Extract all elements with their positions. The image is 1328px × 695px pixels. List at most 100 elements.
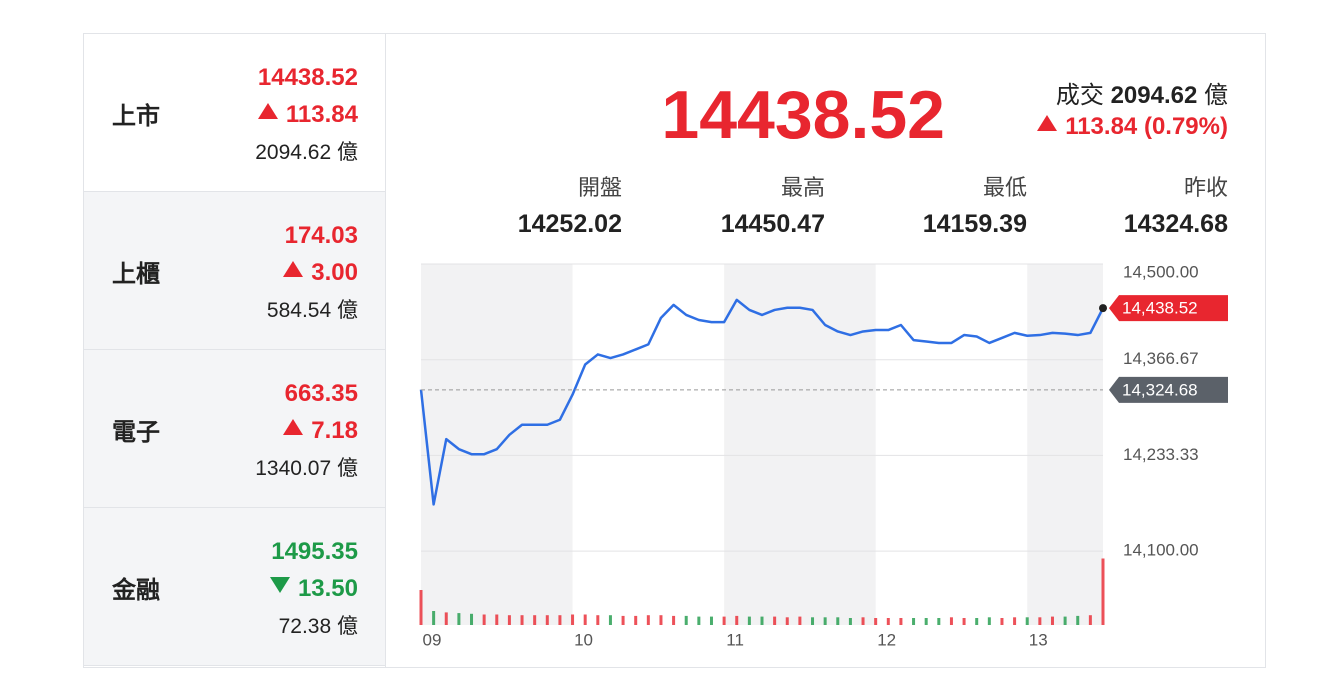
price-tag-label: 14,324.68 (1122, 380, 1198, 399)
volume-bar (886, 618, 890, 625)
volume-bar (457, 613, 461, 625)
stat: 最高 14450.47 (645, 170, 825, 239)
volume-bar (507, 615, 511, 625)
session-band (421, 264, 573, 625)
volume-bar (520, 615, 524, 625)
index-change-value: 3.00 (311, 259, 358, 286)
volume-bar (975, 618, 979, 625)
change-value: 113.84 (1065, 113, 1138, 140)
volume-bar (659, 615, 663, 625)
volume-bar (634, 615, 638, 625)
volume-bar (848, 618, 852, 625)
stat: 昨收 14324.68 (1048, 170, 1228, 239)
index-name: 上櫃 (112, 261, 160, 288)
volume-bar (558, 615, 562, 625)
volume-value: 72.38 (278, 615, 332, 638)
card: 上市 14438.52 113.84 2094.62 億上櫃 174.03 3.00 584… (83, 33, 1266, 668)
stat: 開盤 14252.02 (442, 170, 622, 239)
stat-label: 開盤 (577, 175, 622, 200)
index-volume: 1340.07 億 (255, 452, 358, 482)
volume-bar (912, 618, 916, 625)
stat: 最低 14159.39 (847, 170, 1027, 239)
stat-value: 14450.47 (720, 210, 825, 238)
x-tick-label: 11 (726, 630, 744, 649)
volume-bar (1101, 558, 1105, 625)
index-row: 金融 1495.35 13.50 72.38 億 (84, 508, 385, 666)
volume-bar (1063, 616, 1067, 625)
volume-bar (684, 615, 688, 625)
index-row: 電子 663.35 7.18 1340.07 億 (84, 350, 385, 508)
price-tag (1109, 376, 1228, 403)
volume-bar (773, 616, 777, 625)
index-volume: 72.38 億 (279, 610, 358, 640)
index-volume: 2094.62 億 (255, 136, 358, 166)
volume-value: 2094.62 (255, 141, 332, 164)
volume-bar (861, 617, 865, 625)
stat-label: 最高 (780, 175, 825, 200)
price-tag-label: 14,438.52 (1122, 299, 1198, 318)
volume-bar (1000, 618, 1004, 625)
volume-bar (798, 616, 802, 625)
session-band (1027, 264, 1103, 625)
index-name: 電子 (112, 419, 160, 446)
up-arrow (283, 261, 304, 277)
x-tick-label: 12 (877, 630, 896, 649)
volume-bar (571, 614, 575, 625)
turnover: 成交 2094.62 億 (1056, 75, 1228, 110)
volume-bar (949, 617, 953, 625)
volume-unit: 億 (337, 299, 358, 322)
volume-bar (583, 614, 587, 625)
volume-bar (672, 615, 676, 625)
y-tick-label: 14,500.00 (1123, 262, 1199, 281)
down-arrow (269, 577, 290, 593)
stat-label: 最低 (982, 175, 1027, 200)
index-name: 金融 (112, 577, 160, 604)
volume-bar (1025, 617, 1029, 625)
volume-bar (760, 616, 764, 625)
price-tag (1109, 295, 1228, 322)
volume-bar (836, 617, 840, 625)
volume-bar (1076, 615, 1080, 625)
volume-bar (444, 612, 448, 625)
volume-bar (722, 616, 726, 625)
volume-bar (937, 618, 941, 625)
volume-bar (646, 615, 650, 625)
y-tick-label: 14,366.67 (1123, 349, 1199, 368)
index-row: 上櫃 174.03 3.00 584.54 億 (84, 192, 385, 350)
last-dot (1099, 304, 1107, 313)
change-arrow (1037, 115, 1058, 131)
volume-bar (596, 615, 600, 625)
index-price: 663.35 (284, 380, 358, 407)
volume-bar (495, 614, 499, 625)
volume-bar (924, 618, 928, 625)
volume-value: 1340.07 (255, 457, 332, 480)
volume-bar (1050, 616, 1054, 625)
volume-bar (1038, 617, 1042, 625)
index-price: 174.03 (284, 222, 358, 249)
index-name: 上市 (112, 103, 160, 130)
volume-bar (545, 615, 549, 625)
x-tick-label: 13 (1029, 630, 1048, 649)
volume-unit: 億 (337, 615, 358, 638)
index-change-value: 113.84 (285, 101, 358, 128)
turnover-label: 成交 (1055, 82, 1104, 109)
volume-bar (899, 618, 903, 625)
session-band (724, 264, 876, 625)
volume-bar (1013, 617, 1017, 625)
index-row: 上市 14438.52 113.84 2094.62 億 (84, 34, 385, 192)
index-price: 14438.52 (257, 64, 358, 91)
stat-value: 14324.68 (1123, 210, 1228, 238)
up-arrow (283, 419, 304, 435)
volume-bar (432, 611, 436, 625)
volume-bar (533, 615, 537, 625)
stat-value: 14159.39 (922, 210, 1027, 238)
volume-bar (470, 613, 474, 625)
x-tick-label: 10 (574, 630, 593, 649)
volume-bar (419, 590, 423, 625)
price-line (419, 298, 1105, 506)
index-price: 1495.35 (271, 538, 358, 565)
index-change-value: 13.50 (297, 575, 358, 602)
big-price: 14438.52 (661, 77, 945, 153)
